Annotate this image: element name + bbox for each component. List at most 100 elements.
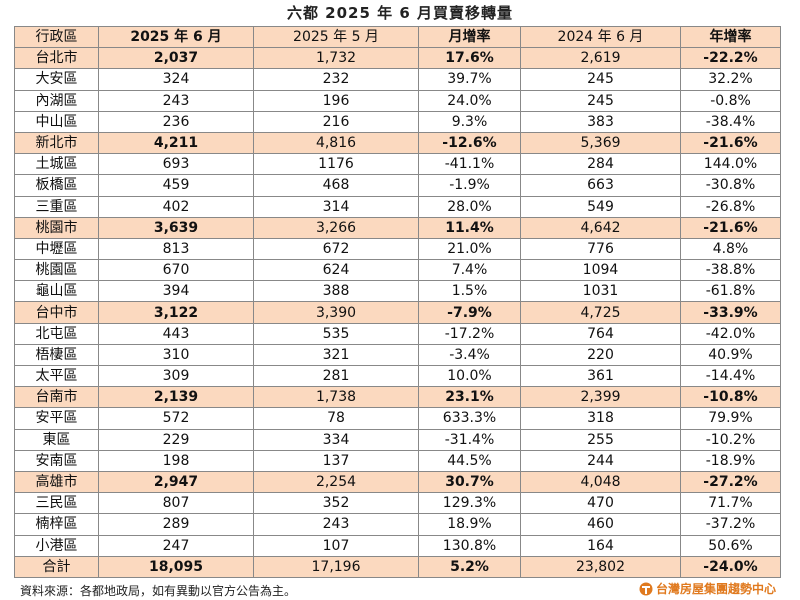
table-cell: 北屯區: [14, 322, 99, 345]
table-cell: 672: [253, 237, 419, 261]
table-cell: -22.2%: [680, 47, 781, 70]
table-cell: 144.0%: [680, 153, 781, 176]
table-cell: 30.7%: [418, 470, 521, 494]
table-cell: 3,122: [98, 301, 254, 324]
header-cell: 2025 年 6 月: [98, 25, 254, 49]
table-cell: 244: [520, 449, 681, 472]
table-cell: 383: [520, 110, 681, 133]
table-row: 三民區 807 352 129.3% 470 71.7%: [14, 492, 781, 515]
table-cell: -0.8%: [680, 89, 781, 112]
table-cell: 314: [253, 195, 419, 218]
table-cell: 東區: [14, 428, 99, 451]
table-cell: -42.0%: [680, 322, 781, 345]
table-row: 土城區 693 1176 -41.1% 284 144.0%: [14, 153, 781, 176]
table-cell: 4,816: [253, 131, 419, 155]
table-cell: 535: [253, 322, 419, 345]
table-cell: 三民區: [14, 492, 99, 515]
table-cell: 216: [253, 110, 419, 133]
title: 六都 2025 年 6 月買賣移轉量: [286, 4, 514, 22]
table-cell: 137: [253, 449, 419, 472]
table-cell: -61.8%: [680, 280, 781, 303]
table-cell: 龜山區: [14, 280, 99, 303]
table-cell: 196: [253, 89, 419, 112]
table-cell: -21.6%: [680, 131, 781, 155]
table-cell: 633.3%: [418, 407, 521, 430]
table-cell: -7.9%: [418, 301, 521, 324]
table-row: 梧棲區 310 321 -3.4% 220 40.9%: [14, 343, 781, 367]
table-cell: 572: [98, 407, 254, 430]
table-cell: 243: [253, 513, 419, 536]
table-cell: 764: [520, 322, 681, 345]
table-cell: 楠梓區: [14, 513, 99, 536]
table-cell: 桃園區: [14, 259, 99, 282]
table-cell: 776: [520, 237, 681, 261]
table-cell: -30.8%: [680, 174, 781, 197]
table-cell: -31.4%: [418, 428, 521, 451]
table-cell: 1094: [520, 259, 681, 282]
table-row: 北屯區 443 535 -17.2% 764 -42.0%: [14, 322, 781, 345]
table-cell: -26.8%: [680, 195, 781, 218]
table-cell: 549: [520, 195, 681, 218]
table-cell: 3,390: [253, 301, 419, 324]
logo: 台灣房屋集團趨勢中心: [639, 580, 776, 597]
table-cell: 17,196: [253, 555, 419, 578]
table-cell: 245: [520, 68, 681, 91]
table-cell: -41.1%: [418, 153, 521, 176]
table-cell: 安南區: [14, 449, 99, 472]
table-row: 三重區 402 314 28.0% 549 -26.8%: [14, 195, 781, 218]
table-row: 安平區 572 78 633.3% 318 79.9%: [14, 407, 781, 430]
table-cell: 663: [520, 174, 681, 197]
header-cell: 月增率: [418, 25, 521, 49]
table-cell: 281: [253, 364, 419, 388]
table-cell: 三重區: [14, 195, 99, 218]
table-cell: 2,619: [520, 47, 681, 70]
table-cell: -10.2%: [680, 428, 781, 451]
table-cell: 4,048: [520, 470, 681, 494]
table-cell: 394: [98, 280, 254, 303]
table-row: 大安區 324 232 39.7% 245 32.2%: [14, 68, 781, 91]
table-cell: 大安區: [14, 68, 99, 91]
table-cell: 梧棲區: [14, 343, 99, 367]
table-cell: 23,802: [520, 555, 681, 578]
table-cell: 243: [98, 89, 254, 112]
table-cell: 10.0%: [418, 364, 521, 388]
table-cell: 289: [98, 513, 254, 536]
table-cell: 245: [520, 89, 681, 112]
table-cell: 土城區: [14, 153, 99, 176]
table-cell: 232: [253, 68, 419, 91]
table-cell: 21.0%: [418, 237, 521, 261]
table-row: 太平區 309 281 10.0% 361 -14.4%: [14, 364, 781, 388]
table-row: 新北市 4,211 4,816 -12.6% 5,369 -21.6%: [14, 131, 781, 155]
table-cell: 高雄市: [14, 470, 99, 494]
table-cell: 24.0%: [418, 89, 521, 112]
table-cell: 5,369: [520, 131, 681, 155]
table-cell: 2,947: [98, 470, 254, 494]
table-cell: 台北市: [14, 47, 99, 70]
table-cell: 44.5%: [418, 449, 521, 472]
table-cell: 9.3%: [418, 110, 521, 133]
table-cell: 79.9%: [680, 407, 781, 430]
table-cell: -38.4%: [680, 110, 781, 133]
table-cell: 460: [520, 513, 681, 536]
table-cell: 443: [98, 322, 254, 345]
table-cell: 3,639: [98, 216, 254, 239]
table-cell: 1,738: [253, 386, 419, 409]
table-cell: 247: [98, 534, 254, 557]
table-row: 東區 229 334 -31.4% 255 -10.2%: [14, 428, 781, 451]
table-row: 內湖區 243 196 24.0% 245 -0.8%: [14, 89, 781, 112]
table-row: 龜山區 394 388 1.5% 1031 -61.8%: [14, 280, 781, 303]
logo-icon: [639, 582, 653, 595]
table-cell: 台南市: [14, 386, 99, 409]
table-cell: 4,211: [98, 131, 254, 155]
table-cell: 388: [253, 280, 419, 303]
table-cell: 807: [98, 492, 254, 515]
table-row: 台北市 2,037 1,732 17.6% 2,619 -22.2%: [14, 47, 781, 70]
table-cell: 229: [98, 428, 254, 451]
table-cell: 28.0%: [418, 195, 521, 218]
table-cell: 71.7%: [680, 492, 781, 515]
table-cell: 23.1%: [418, 386, 521, 409]
header-cell: 2025 年 5 月: [253, 25, 419, 49]
table-cell: -10.8%: [680, 386, 781, 409]
table-cell: 39.7%: [418, 68, 521, 91]
